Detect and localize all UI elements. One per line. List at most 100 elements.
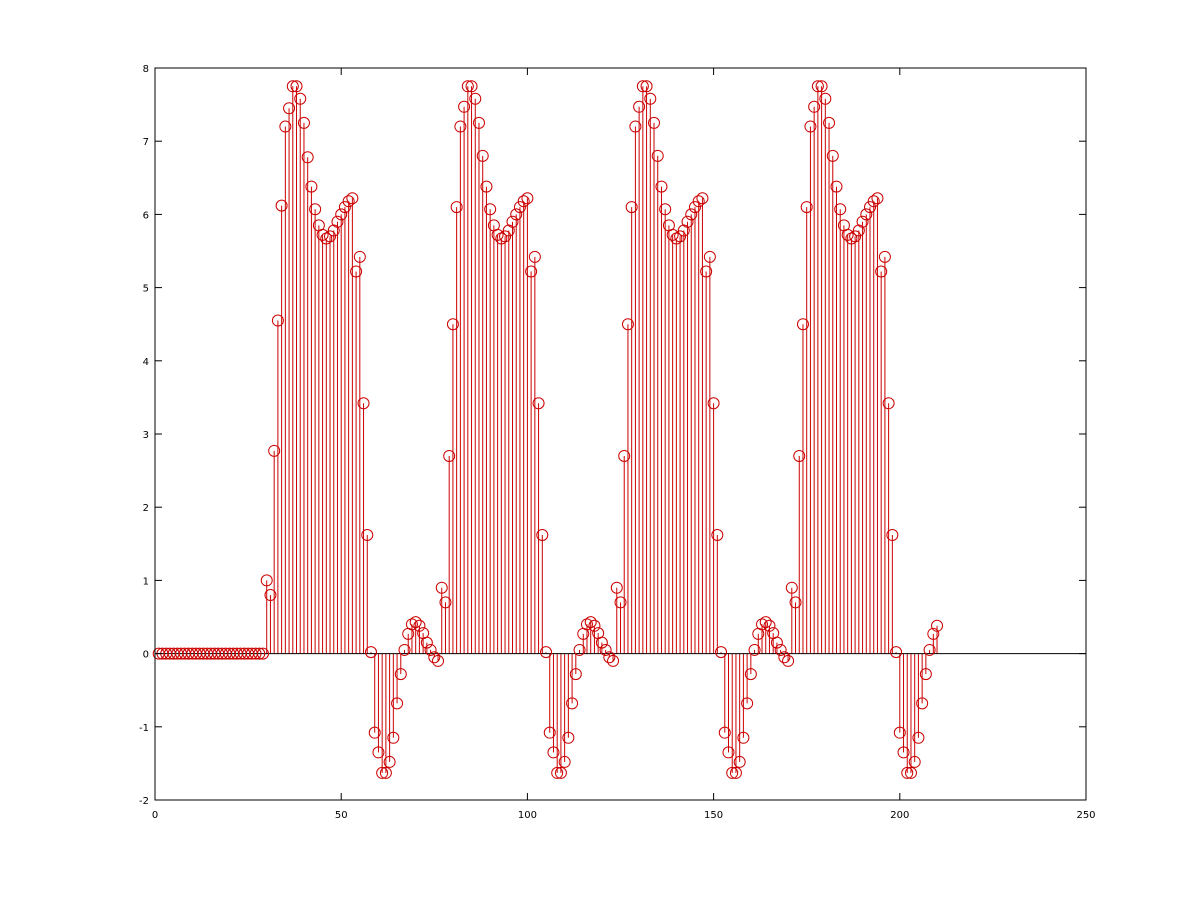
stem-point (517, 195, 530, 208)
stem-point (703, 250, 716, 263)
stem-point (316, 228, 329, 241)
stem-point (327, 224, 340, 237)
stem-point (729, 766, 742, 779)
stem-point (759, 616, 772, 629)
stem-point (562, 731, 575, 744)
stem-point (677, 224, 690, 237)
stem-point (782, 654, 795, 667)
y-tick-label: 0 (143, 650, 149, 661)
stem-point (372, 746, 385, 759)
stem-point (625, 201, 638, 214)
stem-point (644, 92, 657, 105)
stem-point (547, 746, 560, 759)
stem-point (409, 616, 422, 629)
stem-point (379, 766, 392, 779)
stem-point (525, 265, 538, 278)
stem-point (923, 643, 936, 656)
stem-point (845, 232, 858, 245)
stem-point (808, 100, 821, 113)
stem-point (763, 619, 776, 632)
stem-point (852, 224, 865, 237)
stem-point (744, 668, 757, 681)
stem-point (726, 766, 739, 779)
stem-point (439, 596, 452, 609)
stem-point (927, 627, 940, 640)
stem-point (502, 224, 515, 237)
stem-point (283, 102, 296, 115)
stem-point (472, 116, 485, 129)
stem-point (778, 651, 791, 664)
stem-point (666, 228, 679, 241)
stem-point (253, 647, 266, 660)
stem-point (770, 636, 783, 649)
stem-point (428, 651, 441, 664)
stem-point (793, 449, 806, 462)
stem-point (785, 581, 798, 594)
stem-point (495, 232, 508, 245)
stem-point (823, 116, 836, 129)
stem-point (633, 100, 646, 113)
stem-point (692, 195, 705, 208)
x-tick-label: 100 (518, 810, 537, 821)
stem-point (856, 215, 869, 228)
stem-point (461, 80, 474, 93)
stem-point (748, 643, 761, 656)
stem-point (722, 746, 735, 759)
stem-point (756, 618, 769, 631)
stem-point (700, 265, 713, 278)
stem-point (361, 529, 374, 542)
stem-point (331, 215, 344, 228)
stem-point (882, 397, 895, 410)
stem-point (566, 697, 579, 710)
stem-point (275, 199, 288, 212)
stem-point (830, 180, 843, 193)
stem-point (584, 616, 597, 629)
stem-point (916, 697, 929, 710)
stem-point (826, 149, 839, 162)
y-tick-label: 2 (143, 503, 149, 514)
stem-point (346, 192, 359, 205)
stem-point (387, 731, 400, 744)
x-tick-label: 250 (1076, 810, 1095, 821)
stem-point (849, 230, 862, 243)
stem-point (554, 766, 567, 779)
stem-point (648, 116, 661, 129)
stem-point (469, 92, 482, 105)
stem-point (878, 250, 891, 263)
stem-point (420, 636, 433, 649)
stem-point (528, 250, 541, 263)
stem-point (484, 203, 497, 216)
y-tick-label: 7 (143, 137, 149, 148)
plot-area (155, 68, 1086, 800)
x-tick-label: 0 (152, 810, 158, 821)
stem-point (890, 646, 903, 659)
stem-point (569, 668, 582, 681)
stem-point (841, 228, 854, 241)
stem-point (610, 581, 623, 594)
stem-point (696, 192, 709, 205)
y-tick-label: 4 (143, 357, 149, 368)
stem-point (681, 215, 694, 228)
stem-point (353, 250, 366, 263)
stem-point (860, 208, 873, 221)
stem-point (886, 529, 899, 542)
y-tick-label: 5 (143, 284, 149, 295)
stem-point (424, 643, 437, 656)
stem-point (446, 318, 459, 331)
stem-point (659, 203, 672, 216)
stem-point (558, 755, 571, 768)
stem-point (286, 80, 299, 93)
stem-point (350, 265, 363, 278)
stem-point (264, 589, 277, 602)
stem-point (636, 80, 649, 93)
stem-point (655, 180, 668, 193)
stem-point (588, 619, 601, 632)
stem-point (309, 203, 322, 216)
stem-point (260, 574, 273, 587)
stem-point (279, 120, 292, 133)
stem-point (465, 80, 478, 93)
stem-point (737, 731, 750, 744)
stem-point (614, 596, 627, 609)
stem-point (774, 643, 787, 656)
